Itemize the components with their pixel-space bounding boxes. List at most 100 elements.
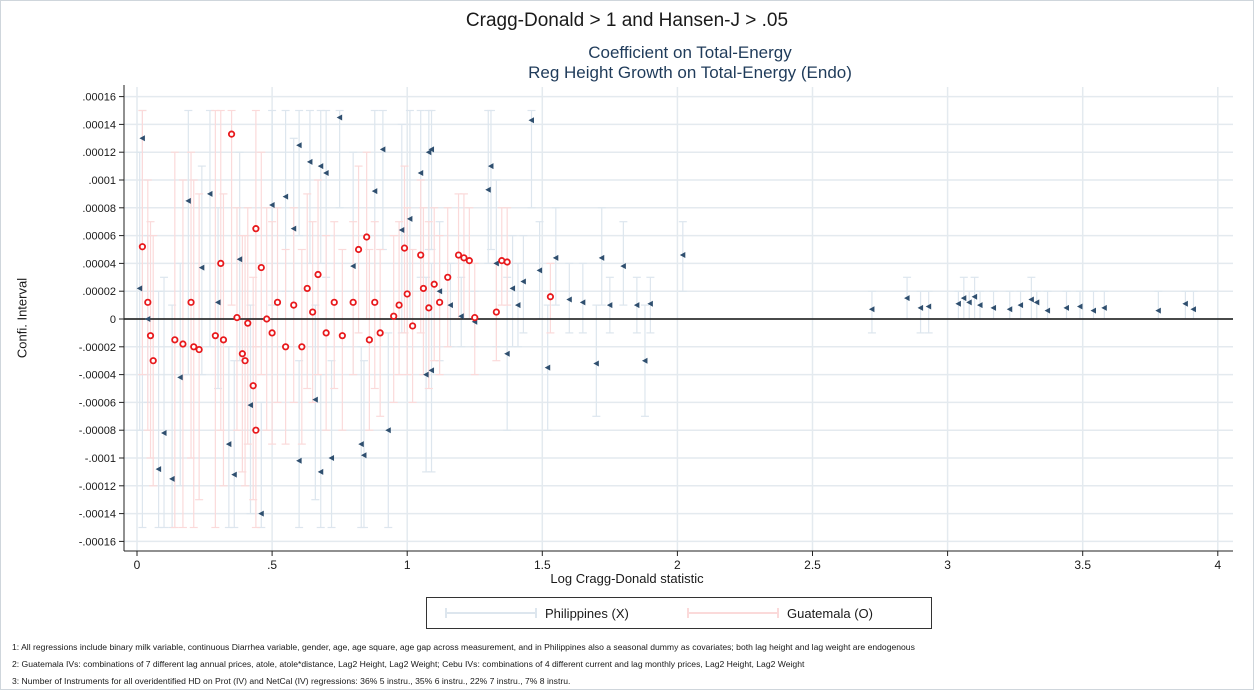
philippines-point <box>417 170 424 177</box>
philippines-point <box>1101 304 1107 311</box>
guatemala-point <box>349 298 357 306</box>
y-tick-label: .00016 <box>82 92 116 104</box>
philippines-point <box>296 457 302 464</box>
x-axis-label: Log Cragg-Donald statistic <box>550 571 704 586</box>
philippines-point <box>398 227 405 234</box>
philippines-point <box>428 367 435 374</box>
footnote-1: 1: All regressions include binary milk v… <box>12 642 915 652</box>
guatemala-point <box>179 340 187 348</box>
philippines-point <box>185 197 191 204</box>
philippines-point <box>447 302 453 309</box>
guatemala-point <box>138 243 147 251</box>
philippines-point <box>679 252 686 259</box>
philippines-point <box>514 302 521 309</box>
legend: Philippines (X) Guatemala (O) <box>426 597 932 629</box>
guatemala-point <box>471 314 479 322</box>
philippines-point <box>350 263 356 270</box>
guatemala-point <box>273 298 282 306</box>
x-tick-label: 3 <box>944 558 951 572</box>
chart-title: Cragg-Donald > 1 and Hansen-J > .05 <box>465 10 789 31</box>
guatemala-point <box>365 336 373 344</box>
philippines-point <box>379 146 386 153</box>
guatemala-point <box>454 251 463 259</box>
guatemala-point <box>330 298 338 306</box>
philippines-point <box>371 188 378 195</box>
guatemala-point <box>309 308 317 316</box>
y-tick-label: -.00004 <box>79 370 116 382</box>
philippines-point <box>423 371 429 378</box>
guatemala-point <box>217 259 225 267</box>
philippines-point <box>206 190 213 197</box>
guatemala-point <box>363 233 371 241</box>
y-tick-label: -.00014 <box>79 509 116 521</box>
guatemala-point <box>354 245 363 254</box>
guatemala-point <box>290 301 298 309</box>
x-tick-label: 2 <box>674 558 681 572</box>
philippines-point <box>1006 306 1013 313</box>
guatemala-point <box>492 308 500 316</box>
footnote-3: 3: Number of Instruments for all overide… <box>12 676 571 686</box>
guatemala-point <box>322 329 330 337</box>
philippines-point <box>485 186 491 193</box>
philippines-point <box>641 357 648 364</box>
philippines-point <box>425 149 432 156</box>
guatemala-point <box>238 350 246 358</box>
guatemala-point <box>417 251 425 259</box>
philippines-point <box>139 135 145 142</box>
philippines-point <box>544 364 551 371</box>
philippines-point <box>358 441 364 448</box>
legend-label-guatemala: Guatemala (O) <box>787 605 873 621</box>
philippines-point <box>990 304 997 311</box>
philippines-point <box>1028 296 1034 303</box>
philippines-point <box>509 285 516 292</box>
philippines-point <box>269 202 275 209</box>
guatemala-point <box>263 315 271 323</box>
y-tick-label: -.00008 <box>79 425 116 437</box>
guatemala-point <box>503 258 511 266</box>
philippines-point <box>593 360 599 367</box>
philippines-point <box>904 295 910 302</box>
philippines-point <box>598 254 605 261</box>
philippines-point <box>620 263 626 270</box>
philippines-point <box>385 427 391 434</box>
philippines-point <box>552 254 559 261</box>
guatemala-point <box>252 426 260 434</box>
y-tick-label: .00014 <box>82 119 116 131</box>
guatemala-point <box>146 332 155 340</box>
x-tick-label: 3.5 <box>1074 558 1091 572</box>
philippines-point <box>177 374 183 381</box>
philippines-point <box>306 158 313 165</box>
philippines-point <box>155 466 162 473</box>
philippines-point <box>966 299 972 306</box>
guatemala-point <box>282 343 290 351</box>
guatemala-point <box>268 329 276 337</box>
philippines-point <box>1063 304 1069 311</box>
philippines-point <box>868 306 875 313</box>
philippines-point <box>528 117 534 124</box>
x-tick-label: 2.5 <box>804 558 821 572</box>
chart-subtitle-2: Reg Height Growth on Total-Energy (Endo) <box>528 63 852 82</box>
x-tick-label: 4 <box>1214 558 1221 572</box>
guatemala-point <box>244 319 252 327</box>
guatemala-point <box>314 270 322 279</box>
guatemala-point <box>465 257 473 265</box>
y-tick-label: -.00002 <box>79 342 116 354</box>
guatemala-point <box>395 301 403 309</box>
guatemala-point <box>444 273 452 281</box>
guatemala-point <box>227 130 236 138</box>
y-tick-label: .00006 <box>82 231 116 243</box>
guatemala-point <box>371 298 379 306</box>
y-tick-label: -.0001 <box>85 453 116 465</box>
guatemala-point <box>425 304 433 312</box>
philippines-point <box>1076 303 1083 310</box>
philippines-point <box>925 303 932 310</box>
philippines-point <box>633 302 640 309</box>
footnote-2: 2: Guatemala IVs: combinations of 7 diff… <box>12 659 805 669</box>
guatemala-point <box>338 332 346 340</box>
x-tick-label: 1 <box>404 558 411 572</box>
philippines-point <box>323 170 329 177</box>
philippines-point <box>1182 300 1188 307</box>
y-tick-label: .00012 <box>82 147 116 159</box>
philippines-point <box>1017 302 1024 309</box>
philippines-point <box>536 267 543 274</box>
